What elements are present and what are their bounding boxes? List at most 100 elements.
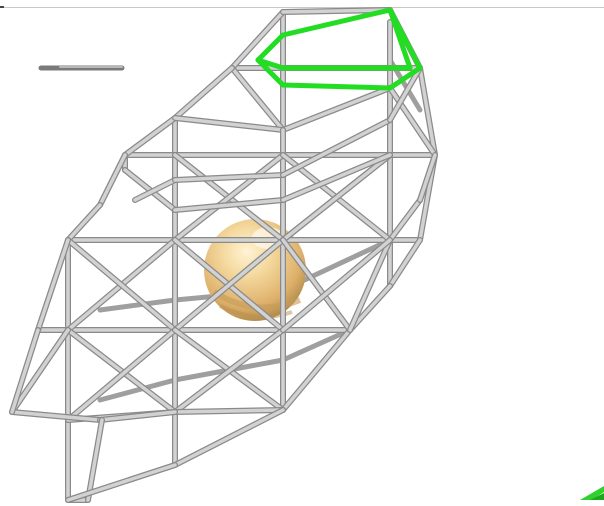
mesh-edge-highlight: [123, 116, 177, 157]
mesh-edge: [172, 327, 286, 415]
mesh-edge-highlight: [98, 410, 177, 422]
mesh-edge: [280, 237, 393, 333]
mesh-edge: [65, 202, 103, 243]
mesh-edge: [387, 197, 423, 243]
mesh-edge-highlight: [86, 418, 104, 502]
mesh-edge-highlight: [66, 238, 177, 332]
mesh-edge: [172, 172, 286, 183]
mesh-edge-highlight: [418, 66, 437, 157]
highlighted-mesh: [255, 7, 423, 91]
mesh-edge-highlight: [348, 284, 392, 332]
mesh-edge-highlight: [281, 153, 392, 202]
mesh-edge-highlight: [66, 328, 177, 414]
mesh-edge-highlight: [66, 328, 177, 422]
mesh-edge-highlight: [281, 328, 352, 412]
mesh-edge: [65, 462, 178, 503]
mesh-edge: [97, 409, 178, 423]
highlighted-mesh-edge: [387, 65, 423, 91]
mesh-edge-highlight: [230, 10, 285, 70]
mesh-edge: [9, 327, 41, 415]
highlighted-mesh-edge: [255, 57, 286, 71]
top-divider: [0, 7, 604, 8]
mesh-edge-highlight: [173, 238, 285, 332]
highlighted-mesh-edge: [387, 7, 413, 71]
mesh-edge: [280, 85, 393, 133]
mesh-edge-highlight: [281, 8, 392, 14]
mesh-edge-highlight: [388, 238, 422, 288]
mesh-edge: [229, 9, 286, 71]
green-arrow-icon: [580, 486, 604, 500]
mesh-edge-highlight: [10, 328, 40, 414]
mesh-edge-highlight: [348, 238, 392, 332]
mesh-edge: [387, 237, 423, 289]
mesh-edge-highlight: [418, 153, 437, 202]
mesh-edge: [172, 115, 286, 133]
mesh-edge-highlight: [173, 153, 285, 242]
mesh-edge: [132, 177, 178, 203]
mesh-edge: [172, 237, 286, 333]
scale-bar-icon: [38, 65, 125, 71]
mesh-edge-highlight: [388, 66, 422, 122]
mesh-edge: [65, 327, 178, 423]
mesh-edge-highlight: [66, 463, 177, 502]
mesh-edge: [280, 7, 393, 15]
mesh-edge: [172, 197, 286, 213]
mesh-edge-highlight: [281, 118, 392, 177]
mesh-edge-highlight: [173, 328, 285, 414]
mesh-edge: [97, 152, 128, 208]
mesh-edge: [280, 117, 393, 178]
mesh-edge: [9, 327, 71, 415]
mesh-edge-back: [97, 297, 178, 313]
mesh-edge: [417, 65, 438, 158]
mesh-edge-highlight: [10, 328, 70, 414]
mesh-edge-highlight: [133, 178, 177, 202]
density-mesh-front: [9, 7, 438, 503]
mesh-edge: [387, 85, 438, 158]
mesh-edge-highlight: [98, 153, 127, 207]
mesh-edge: [172, 407, 286, 468]
highlighted-mesh-edge: [280, 7, 393, 38]
mesh-edge-highlight: [173, 198, 285, 212]
mesh-edge: [172, 407, 286, 415]
mesh-edge-back: [280, 327, 353, 363]
mesh-edge-back: [97, 377, 178, 403]
mesh-edge: [280, 152, 393, 203]
mesh-edge-highlight: [388, 86, 437, 157]
mesh-edge: [172, 65, 235, 121]
mesh-edge-highlight: [281, 86, 392, 132]
mesh-edge: [122, 115, 178, 158]
mesh-edge-highlight: [281, 238, 392, 332]
highlighted-mesh-edge: [255, 57, 286, 88]
mesh-edge: [65, 327, 178, 415]
mesh-edge-highlight: [10, 410, 102, 422]
mesh-edge: [347, 237, 393, 333]
mesh-edge: [229, 65, 286, 133]
mesh-edge: [35, 237, 71, 333]
mesh-edge-highlight: [388, 198, 422, 242]
mesh-edge: [280, 327, 353, 413]
mesh-edge-highlight: [230, 66, 285, 132]
highlighted-mesh-edge: [280, 82, 393, 91]
mesh-edge: [347, 283, 393, 333]
mesh-edge: [417, 152, 438, 203]
mesh-edge: [172, 152, 286, 243]
mesh-edge: [280, 237, 353, 333]
mesh-edge-highlight: [173, 408, 285, 414]
mesh-edge-highlight: [173, 408, 285, 467]
mesh-edge-highlight: [36, 238, 70, 332]
mesh-edge: [85, 417, 105, 503]
mesh-edge-highlight: [173, 116, 285, 132]
mesh-edge-highlight: [173, 66, 234, 120]
mesh-edge-highlight: [173, 173, 285, 182]
mesh-edge: [9, 409, 103, 423]
mesh-edge: [387, 65, 423, 123]
mesh-edge: [280, 152, 393, 243]
mesh-edge-highlight: [66, 203, 102, 242]
mesh-edge-highlight: [281, 153, 392, 242]
mesh-edge: [65, 237, 178, 333]
top-left-tick: [0, 6, 4, 8]
mesh-edge-highlight: [281, 238, 352, 332]
highlighted-mesh-edge: [255, 32, 286, 63]
